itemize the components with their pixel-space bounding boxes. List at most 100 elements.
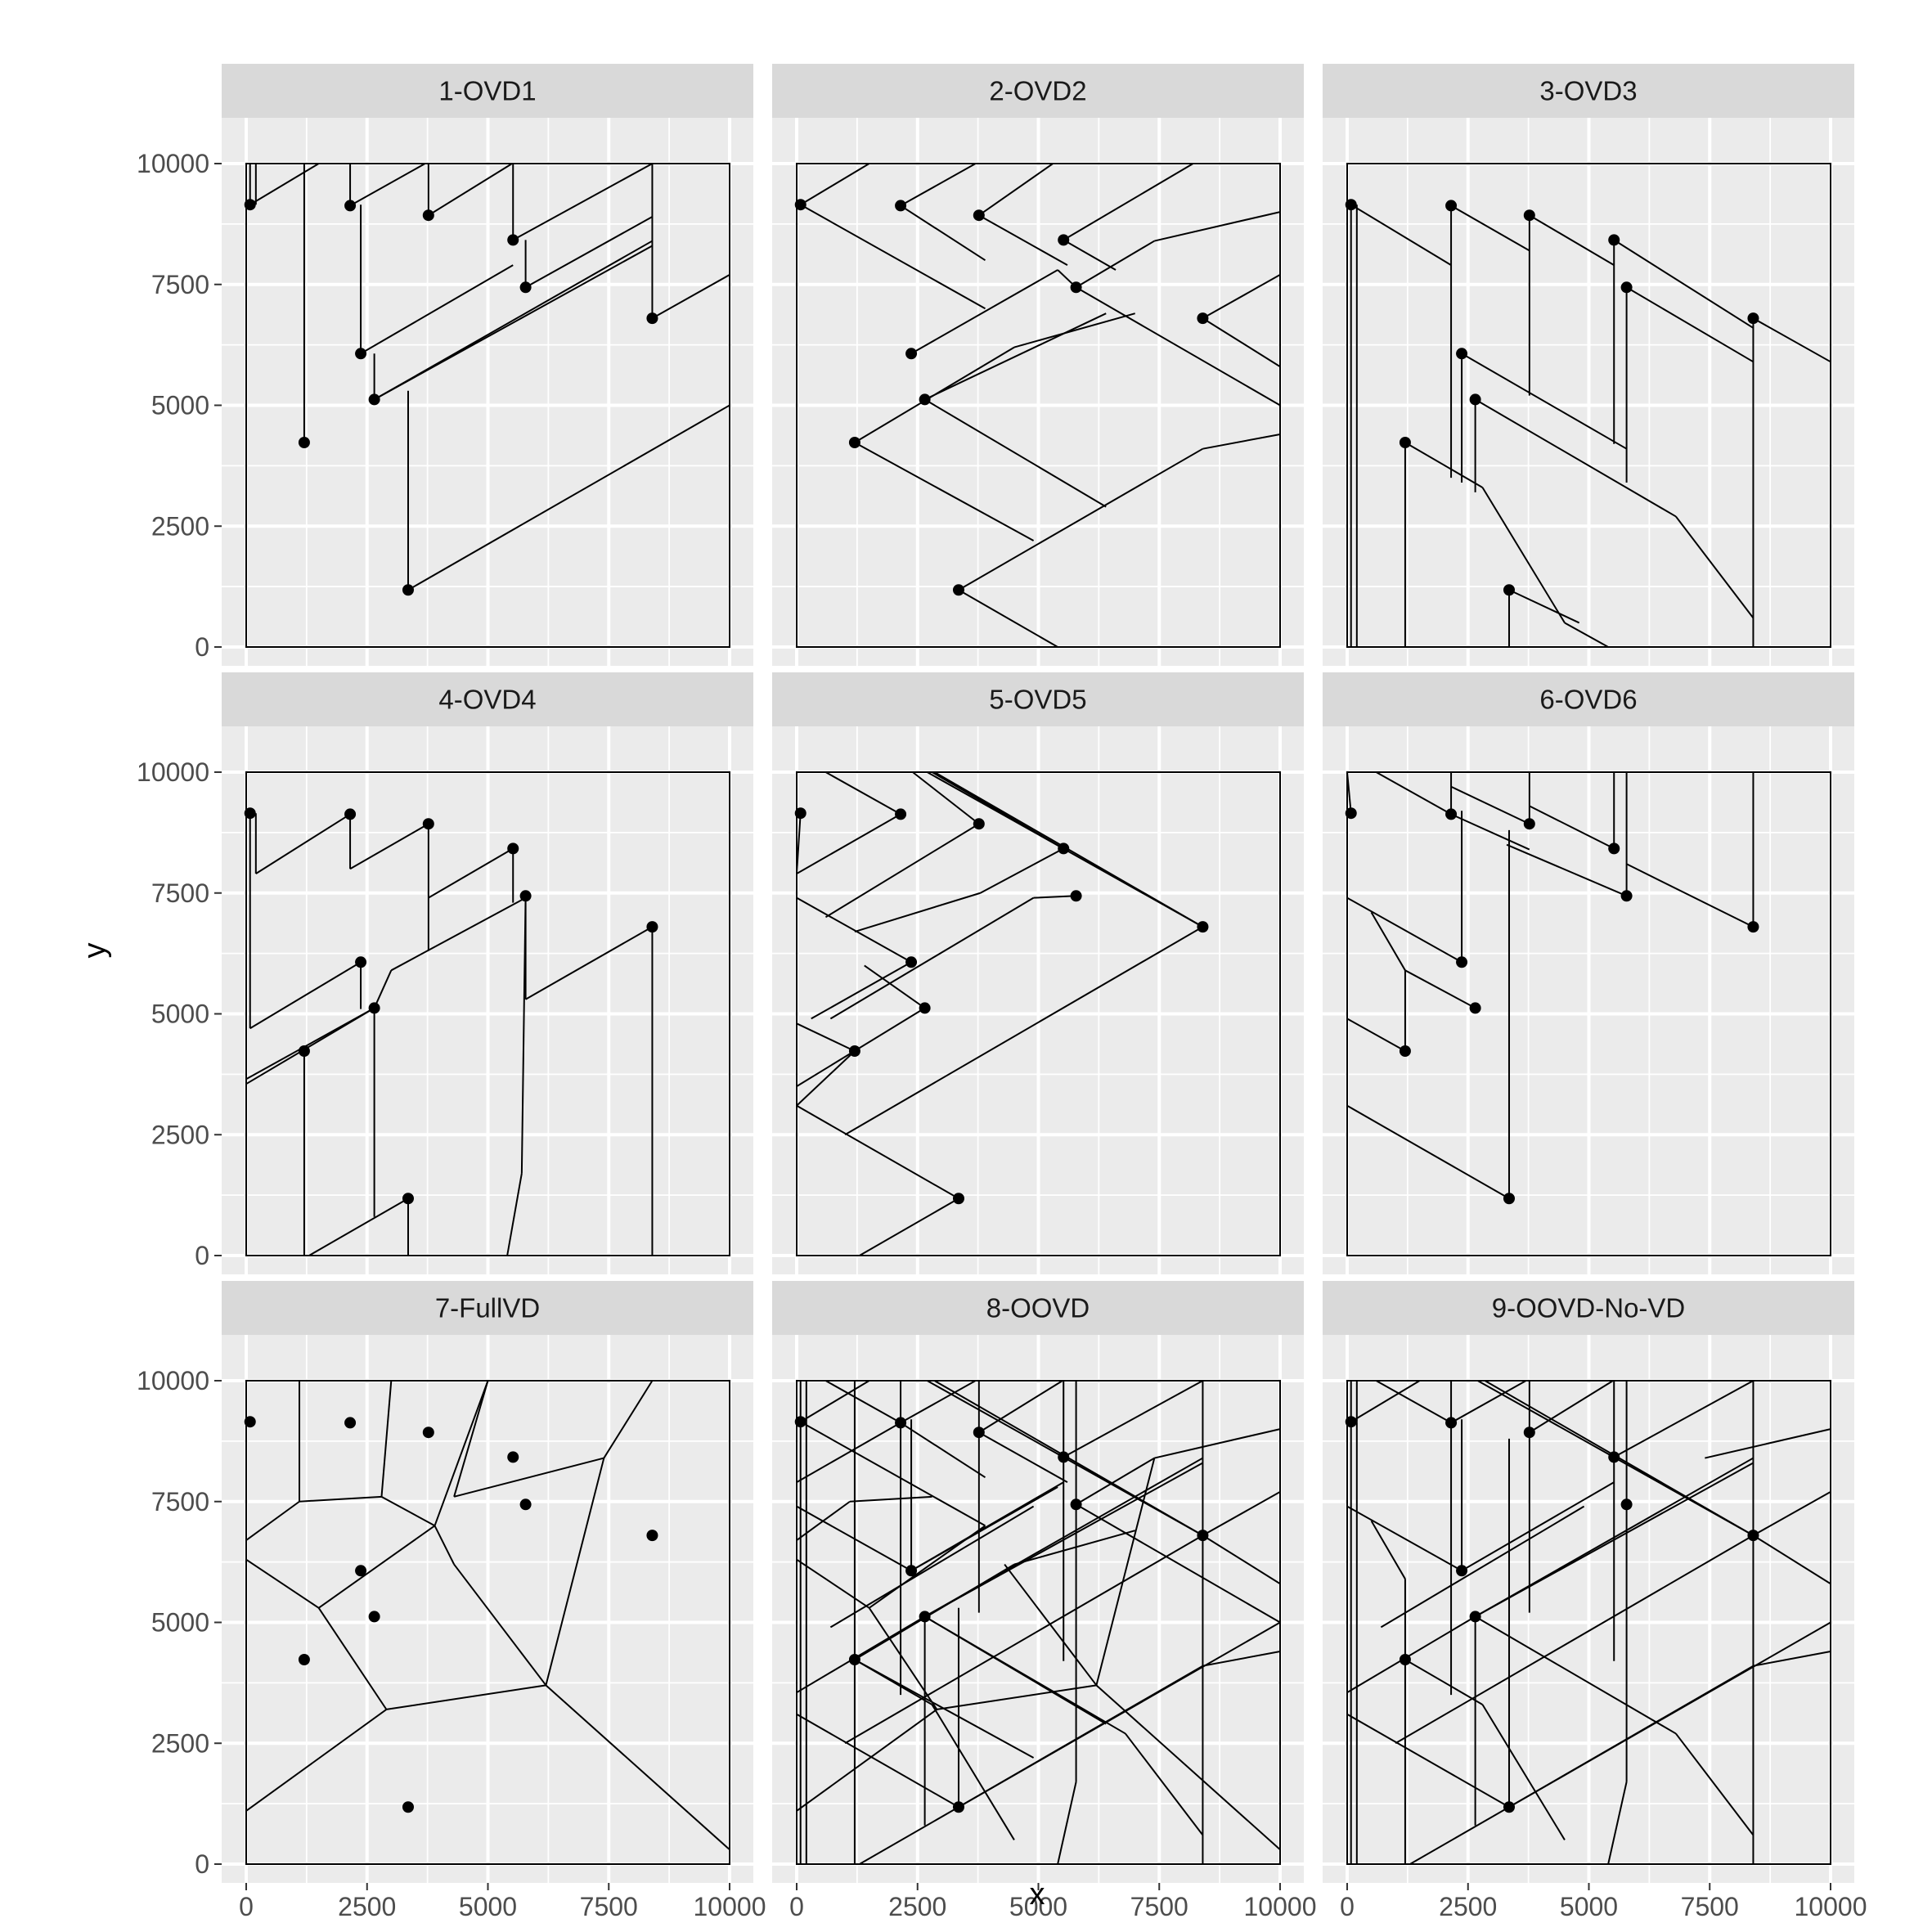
- data-point: [298, 1654, 310, 1666]
- data-point: [973, 209, 985, 222]
- partition-edge: [1450, 204, 1530, 252]
- partition-edge: [854, 892, 981, 932]
- y-axis-title: y: [78, 943, 112, 959]
- data-point: [1523, 209, 1535, 222]
- partition-edge: [1564, 622, 1609, 648]
- partition-edge: [407, 404, 730, 591]
- partition-edge: [1675, 1732, 1755, 1836]
- data-point: [422, 818, 434, 830]
- segments: [1346, 771, 1755, 1200]
- partition-edge: [1450, 1380, 1527, 1424]
- y-tick-label: 2500: [151, 1120, 209, 1149]
- facet-panel: 9-OOVD-No-VD: [1323, 1281, 1854, 1883]
- y-tick-label: 5000: [151, 1608, 209, 1638]
- partition-edge: [434, 1380, 489, 1526]
- data-point: [1523, 1427, 1535, 1439]
- x-tick-label: 0: [789, 1892, 804, 1921]
- partition-edge: [854, 442, 1035, 541]
- partition-edge: [958, 447, 1203, 591]
- points: [794, 199, 1209, 596]
- data-point: [952, 584, 964, 596]
- partition-edge: [1346, 1615, 1476, 1694]
- partition-edge: [428, 847, 514, 899]
- data-point: [507, 234, 519, 246]
- partition-edge: [545, 1684, 730, 1851]
- partition-edge: [1154, 1428, 1281, 1459]
- data-point: [368, 1002, 380, 1014]
- partition-edge: [910, 1486, 1058, 1572]
- data-point: [848, 1045, 860, 1058]
- y-tick-label: 10000: [137, 149, 209, 178]
- facet-panel: 6-OVD6: [1323, 672, 1854, 1274]
- partition-edge: [796, 1709, 937, 1812]
- partition-edge: [1346, 896, 1462, 964]
- partition-edge: [525, 216, 653, 289]
- data-point: [895, 1417, 907, 1429]
- partition-edge: [1350, 1380, 1421, 1423]
- partition-edge: [1125, 1732, 1204, 1836]
- data-point: [402, 1193, 414, 1205]
- facet-strip-label: 3-OVD3: [1539, 76, 1637, 106]
- partition-edge: [910, 269, 1058, 355]
- partition-edge: [796, 1007, 926, 1088]
- data-point: [895, 808, 907, 820]
- points: [1345, 807, 1759, 1205]
- partition-edge: [1626, 286, 1754, 363]
- partition-edge: [360, 264, 514, 355]
- bounding-box: [245, 771, 730, 1256]
- partition-edge: [800, 1421, 986, 1527]
- partition-edge: [854, 346, 1015, 443]
- data-point: [895, 200, 907, 212]
- data-point: [368, 393, 380, 406]
- partition-edge: [1076, 1503, 1281, 1624]
- data-point: [848, 437, 860, 449]
- x-tick-label: 0: [1340, 1892, 1355, 1921]
- partition-edge: [796, 1505, 912, 1572]
- partition-edge: [1380, 1505, 1585, 1629]
- facet-strip: [772, 1281, 1304, 1335]
- partition-edge: [796, 1713, 959, 1808]
- partition-edge: [255, 813, 351, 874]
- partition-edge: [1202, 1650, 1281, 1667]
- data-point: [973, 818, 985, 830]
- partition-edge: [1626, 863, 1754, 928]
- partition-edge: [900, 1422, 986, 1479]
- data-point: [519, 281, 532, 294]
- partition-edge: [796, 813, 901, 874]
- data-point: [1399, 437, 1411, 449]
- partition-edge: [796, 1022, 856, 1052]
- facet-panel: 2-OVD2: [772, 64, 1304, 666]
- partition-edge: [603, 1380, 654, 1459]
- partition-edge: [1752, 1534, 1831, 1585]
- points: [794, 807, 1209, 1205]
- partition-edge: [796, 1422, 901, 1483]
- partition-edge: [651, 274, 730, 319]
- partition-edge: [978, 214, 1068, 266]
- partition-edge: [1350, 204, 1452, 266]
- partition-edge: [1607, 1781, 1628, 1865]
- partition-edge: [824, 1380, 901, 1424]
- data-point: [1070, 890, 1082, 902]
- x-tick-label: 7500: [580, 1892, 638, 1921]
- partition-edge: [1202, 317, 1281, 368]
- partition-edge: [796, 813, 802, 874]
- data-point: [1058, 1451, 1070, 1463]
- data-point: [402, 584, 414, 596]
- data-point: [1523, 818, 1535, 830]
- partition-edge: [924, 1615, 1126, 1735]
- partition-edge: [937, 1684, 1097, 1710]
- data-point: [1608, 842, 1620, 855]
- data-point: [1747, 1530, 1759, 1542]
- partition-edge: [1033, 895, 1076, 899]
- partition-edge: [958, 589, 1058, 648]
- segments: [1346, 1380, 1831, 1865]
- partition-edge: [380, 1380, 393, 1497]
- partition-edge: [980, 847, 1064, 894]
- partition-edge: [978, 1380, 1063, 1434]
- data-point: [1469, 393, 1481, 406]
- y-tick-label: 0: [195, 1849, 209, 1879]
- points: [244, 1416, 658, 1813]
- partition-edge: [1346, 1713, 1510, 1808]
- partition-edge: [1202, 274, 1281, 319]
- x-tick-label: 5000: [459, 1892, 517, 1921]
